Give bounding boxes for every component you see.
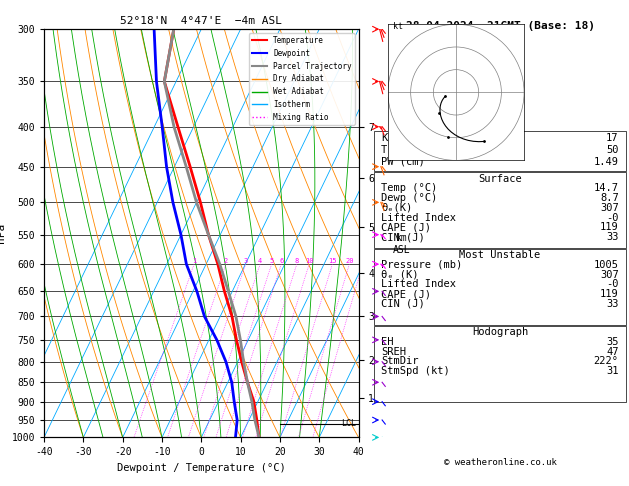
Text: 50: 50 [606,145,619,155]
Text: Totals Totals: Totals Totals [381,145,463,155]
Text: 35: 35 [606,337,619,347]
Text: Pressure (mb): Pressure (mb) [381,260,463,270]
X-axis label: Dewpoint / Temperature (°C): Dewpoint / Temperature (°C) [117,463,286,473]
Text: StmSpd (kt): StmSpd (kt) [381,366,450,376]
Text: 4: 4 [258,258,262,264]
Text: 6: 6 [279,258,283,264]
Y-axis label: hPa: hPa [0,223,6,243]
Text: CIN (J): CIN (J) [381,299,425,309]
Text: 47: 47 [606,347,619,357]
Text: PW (cm): PW (cm) [381,156,425,167]
Text: CIN (J): CIN (J) [381,232,425,242]
Text: 1: 1 [192,258,196,264]
Text: StmDir: StmDir [381,356,419,366]
Text: CAPE (J): CAPE (J) [381,223,431,232]
Text: K: K [381,133,387,143]
Text: SREH: SREH [381,347,406,357]
Text: EH: EH [381,337,394,347]
Text: 28.04.2024  21GMT (Base: 18): 28.04.2024 21GMT (Base: 18) [406,21,594,32]
Text: 119: 119 [600,289,619,299]
Text: Lifted Index: Lifted Index [381,279,457,289]
Text: 33: 33 [606,232,619,242]
Title: 52°18'N  4°47'E  −4m ASL: 52°18'N 4°47'E −4m ASL [120,16,282,26]
Text: 3: 3 [243,258,248,264]
Text: 119: 119 [600,223,619,232]
Text: Most Unstable: Most Unstable [459,250,541,260]
Text: Temp (°C): Temp (°C) [381,183,438,193]
Text: 10: 10 [305,258,313,264]
Text: -0: -0 [606,213,619,223]
Text: 20: 20 [345,258,353,264]
Text: 14.7: 14.7 [594,183,619,193]
Text: 8: 8 [294,258,299,264]
Text: CAPE (J): CAPE (J) [381,289,431,299]
Text: 1.49: 1.49 [594,156,619,167]
Text: 8.7: 8.7 [600,193,619,203]
Text: 307: 307 [600,270,619,279]
Text: © weatheronline.co.uk: © weatheronline.co.uk [443,458,557,467]
Text: 1005: 1005 [594,260,619,270]
Legend: Temperature, Dewpoint, Parcel Trajectory, Dry Adiabat, Wet Adiabat, Isotherm, Mi: Temperature, Dewpoint, Parcel Trajectory… [248,33,355,125]
Text: 17: 17 [606,133,619,143]
Text: 5: 5 [269,258,274,264]
Text: 307: 307 [600,203,619,213]
Text: kt: kt [392,22,403,31]
Text: 33: 33 [606,299,619,309]
Text: 222°: 222° [594,356,619,366]
Text: Dewp (°C): Dewp (°C) [381,193,438,203]
Text: Lifted Index: Lifted Index [381,213,457,223]
Text: Hodograph: Hodograph [472,328,528,337]
Text: -0: -0 [606,279,619,289]
Text: θₑ (K): θₑ (K) [381,270,419,279]
Text: 31: 31 [606,366,619,376]
Y-axis label: km
ASL: km ASL [393,233,411,255]
Text: LCL: LCL [342,419,357,428]
Text: Surface: Surface [478,174,522,184]
Text: θₑ(K): θₑ(K) [381,203,413,213]
Text: 2: 2 [224,258,228,264]
Text: 15: 15 [328,258,337,264]
